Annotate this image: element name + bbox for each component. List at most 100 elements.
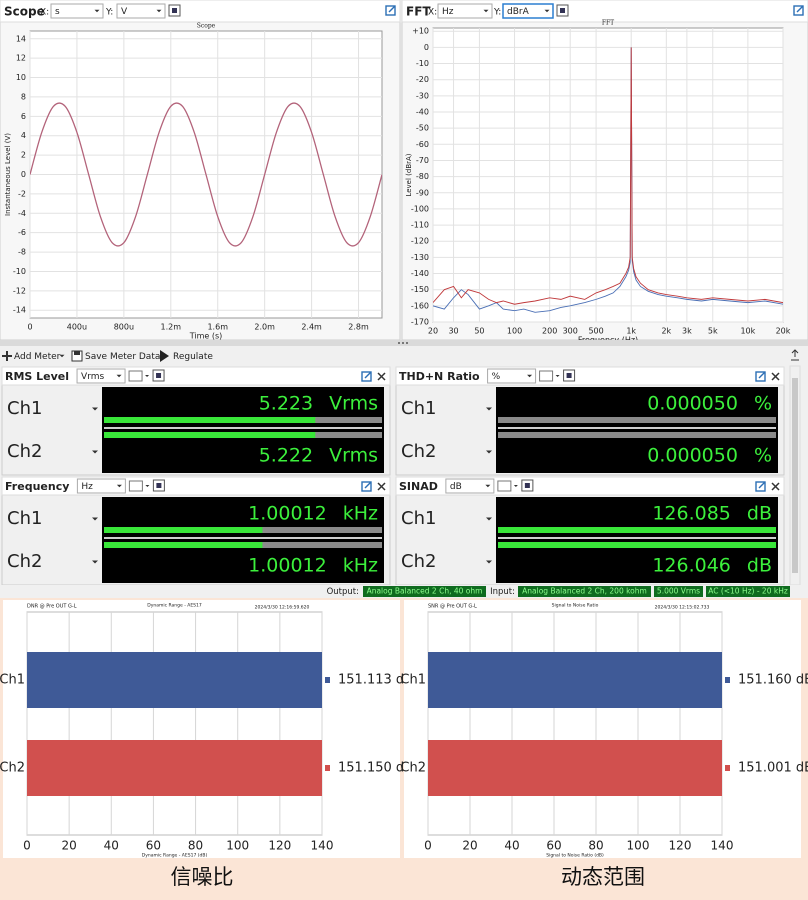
x-tick-label: 50 [474,327,484,336]
settings-icon-core [524,483,530,488]
meter-value: 5.223 [259,393,313,415]
caption: 动态范围 [561,865,645,889]
y-tick-label: -12 [13,286,26,295]
settings-icon-core [156,373,162,378]
range-icon [539,370,554,382]
popout-arrow [364,371,372,379]
dropdown-value: Hz [442,7,454,17]
meter-unit: kHz [343,555,378,577]
y-tick-label: -110 [411,221,429,230]
dropdown-arrow [94,9,100,13]
bar [428,652,722,708]
meter-value: 126.046 [652,555,731,577]
axis-tag: X: [40,8,49,18]
x-tick-label: 1.6m [207,323,228,332]
y-tick-label: -160 [411,301,429,310]
x-tick-label: 0 [424,839,432,853]
meter-title: SINAD [399,480,438,493]
channel-label: Ch2 [401,551,436,572]
dropdown-arrow [483,9,489,13]
dropdown [437,3,493,19]
category-label: Ch2 [400,761,426,776]
dropdown-arrow [486,560,492,564]
legend-swatch [325,765,330,771]
popout-icon [361,481,372,492]
chart-title: Dynamic Range - AES17 [147,603,202,609]
x-tick-label: 20 [462,839,477,853]
y-tick-label: -120 [411,237,429,246]
meter-display [102,387,384,473]
dropdown-value: Vrms [81,372,104,382]
x-tick-label: 80 [188,839,203,853]
toolbar-item: Save Meter Data [85,352,160,362]
scrollbar-thumb [792,378,798,573]
status-label: Input: [490,587,515,597]
dropdown-arrow [156,9,162,13]
meter-title: Frequency [5,480,69,493]
y-tick-label: 14 [16,34,26,43]
dropdown [445,478,495,494]
dropdown-arrow [145,375,150,377]
y-tick-label: 0 [21,170,26,179]
x-tick-label: 800u [114,323,134,332]
close-icon [771,482,780,491]
meter-value: 126.085 [652,503,731,525]
y-tick-label: -40 [416,108,429,117]
meter-unit: dB [747,555,772,577]
category-label: Ch1 [0,673,25,688]
chart-title: Signal to Noise Ratio [552,603,599,609]
status-value: 5.000 Vrms [657,587,700,596]
toolbar [0,346,808,366]
y-tick-label: -6 [18,228,26,237]
y-tick-label: -80 [416,172,429,181]
y-tick-label: +10 [412,27,429,36]
run-icon [160,350,169,362]
chart-timestamp: 2024/3/30 12:15:02.733 [655,605,710,611]
value-label: 151.160 dB [738,673,808,688]
plot-area [432,27,784,323]
panel-title: Scope [4,5,45,19]
trace [433,47,783,305]
y-tick-label: -150 [411,285,429,294]
chart-header: SNR @ Pre OUT G-L [428,604,477,610]
splitter-dot [406,342,408,344]
axis-tag: Y: [493,8,501,18]
settings-icon-core [566,373,572,378]
x-tick-label: 40 [104,839,119,853]
meter-display [102,497,384,583]
y-tick-label: 12 [16,54,26,63]
dropdown [487,368,537,384]
y-tick-label: -100 [411,204,429,213]
legend-swatch [725,765,730,771]
meter-unit: dB [747,503,772,525]
y-tick-label: -14 [13,306,26,315]
x-tick-label: 20 [62,839,77,853]
x-tick-label: 100 [627,839,650,853]
status-value: Analog Balanced 2 Ch, 200 kohm [522,587,647,596]
x-tick-label: 20 [428,327,438,336]
meter-value: 1.00012 [248,555,327,577]
chart-timestamp: 2024/3/30 12:16:59.620 [255,605,310,611]
dropdown-arrow [59,354,65,358]
status-box [363,586,486,597]
x-tick-label: 120 [268,839,291,853]
channel-label: Ch2 [401,441,436,462]
x-axis-label: Time (s) [189,332,223,341]
close-icon [377,372,386,381]
y-tick-label: 4 [21,131,26,140]
value-label: 151.001 dB [738,761,808,776]
y-tick-label: 0 [424,43,429,52]
popout-icon [755,481,766,492]
dropdown-arrow [486,450,492,454]
y-tick-label: 2 [21,151,26,160]
settings-icon-core [172,8,177,13]
popout-arrow [364,481,372,489]
y-tick-label: -10 [13,267,26,276]
x-tick-label: 140 [711,839,734,853]
meter-unit: Vrms [329,393,378,415]
legend-swatch [725,677,730,683]
category-label: Ch2 [0,761,25,776]
x-axis-label: Dynamic Range - AES17 (dB) [142,853,208,859]
